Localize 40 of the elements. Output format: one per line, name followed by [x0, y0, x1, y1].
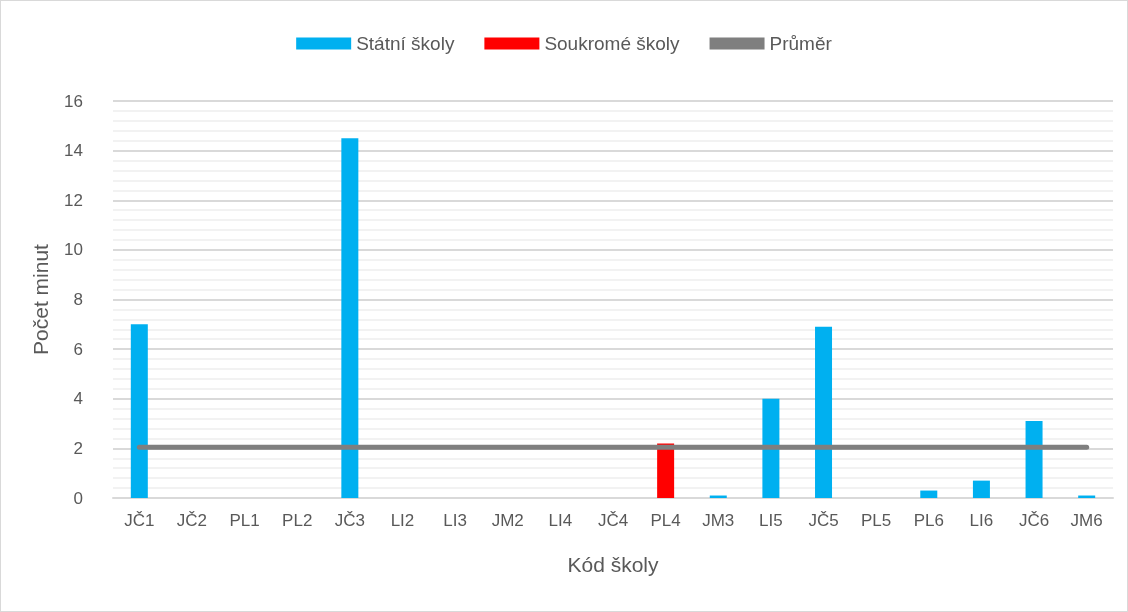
x-tick-label: PL2: [282, 511, 313, 530]
bar: [130, 324, 148, 498]
x-tick-label: LI2: [390, 511, 415, 530]
x-tick-label: JČ4: [597, 511, 629, 530]
legend-label: Státní školy: [356, 33, 455, 54]
x-tick-label: JM3: [702, 511, 735, 530]
x-tick-label: JM2: [491, 511, 524, 530]
x-tick-label: PL6: [913, 511, 944, 530]
x-tick-label: JM6: [1070, 511, 1103, 530]
bar: [1025, 421, 1043, 498]
y-axis-title: Počet minut: [29, 243, 52, 355]
y-tick-label: 10: [64, 240, 83, 260]
x-tick-label: LI4: [548, 511, 573, 530]
x-tick-label: JČ3: [334, 511, 365, 530]
bar: [762, 398, 780, 498]
bar: [972, 480, 990, 498]
x-axis-title: Kód školy: [567, 553, 660, 576]
bar: [920, 490, 938, 498]
x-tick-label: JČ6: [1018, 511, 1050, 530]
y-tick-label: 8: [73, 290, 83, 309]
y-tick-label: 12: [64, 190, 83, 210]
y-tick-label: 0: [73, 488, 83, 508]
x-tick-label: PL1: [229, 511, 260, 530]
x-tick-label: LI5: [759, 511, 783, 530]
y-tick-label: 16: [64, 91, 83, 111]
x-tick-label: LI3: [443, 511, 467, 530]
legend-label: Průměr: [769, 33, 833, 54]
y-tick-label: 14: [64, 141, 83, 161]
x-tick-label: JČ2: [176, 511, 208, 530]
x-tick-label: PL4: [650, 511, 681, 530]
legend-label: Soukromé školy: [544, 33, 681, 54]
y-tick-label: 2: [73, 438, 83, 458]
bar: [815, 326, 833, 498]
x-tick-label: JČ5: [808, 511, 839, 530]
x-tick-label: LI6: [969, 511, 994, 530]
x-tick-label: PL5: [861, 511, 892, 530]
y-tick-label: 4: [73, 389, 83, 409]
y-tick-label: 6: [73, 339, 83, 359]
bar: [341, 138, 359, 498]
x-tick-label: JČ1: [124, 511, 155, 530]
